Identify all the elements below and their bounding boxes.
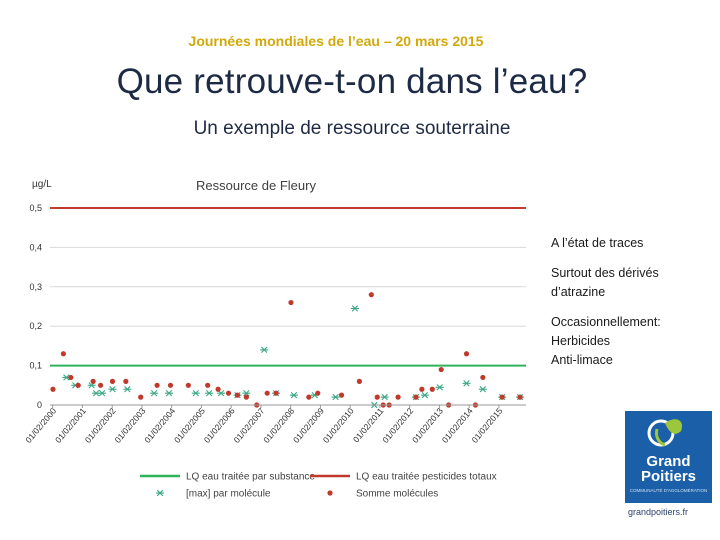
data-point-max-molecule xyxy=(350,305,359,312)
note-atrazine-line1: Surtout des dérivés xyxy=(551,266,659,280)
data-point-max-molecule xyxy=(108,386,117,393)
data-point-sum-molecules xyxy=(463,351,470,357)
side-notes: A l’état de traces Surtout des dérivés d… xyxy=(551,234,711,381)
y-axis-label: µg/L xyxy=(32,179,52,190)
y-tick-label: 0,3 xyxy=(29,282,42,292)
data-point-max-molecule xyxy=(478,386,487,393)
data-point-sum-molecules xyxy=(438,366,444,373)
y-tick-label: 0,5 xyxy=(29,203,42,213)
data-point-max-molecule xyxy=(380,393,389,401)
x-tick-label: 01/02/2015 xyxy=(469,406,504,445)
page-subtitle: Un exemple de ressource souterraine xyxy=(193,118,511,139)
data-point-sum-molecules xyxy=(97,382,104,388)
axes: 00,10,20,30,40,501/02/200001/02/200101/0… xyxy=(23,203,526,445)
data-point-sum-molecules xyxy=(419,386,425,392)
note-occasional-line2: Herbicides xyxy=(551,334,611,348)
data-point-sum-molecules xyxy=(306,394,312,400)
data-point-max-molecule xyxy=(289,391,298,399)
data-point-sum-molecules xyxy=(50,386,56,392)
logo-url: grandpoitiers.fr xyxy=(628,507,689,517)
event-heading: Journées mondiales de l’eau – 20 mars 20… xyxy=(188,33,484,49)
legend-item: LQ eau traitée par substance xyxy=(140,472,315,483)
grand-poitiers-logo: Grand Poitiers COMMUNAUTÉ D'AGGLOMÉRATIO… xyxy=(625,411,712,503)
data-point-max-molecule xyxy=(435,384,444,391)
legend-label: LQ eau traitée pesticides totaux xyxy=(356,472,497,483)
data-point-sum-molecules xyxy=(356,378,362,384)
note-traces: A l’état de traces xyxy=(551,236,644,250)
data-point-sum-molecules xyxy=(429,386,435,392)
legend-item: LQ eau traitée pesticides totaux xyxy=(310,472,497,483)
grid-layer xyxy=(50,207,526,406)
page-title: Que retrouve-t-on dans l’eau? xyxy=(116,62,588,101)
note-occasional: Occasionnellement: Herbicides Anti-limac… xyxy=(551,313,711,370)
reference-lines xyxy=(50,207,526,367)
data-point-sum-molecules xyxy=(123,378,129,384)
logo-text-grand: Grand xyxy=(646,453,691,470)
data-point-sum-molecules xyxy=(499,394,505,400)
y-tick-label: 0,2 xyxy=(29,321,42,331)
data-point-sum-molecules xyxy=(517,394,523,400)
legend-item: Somme molécules xyxy=(327,489,438,500)
data-point-max-molecule xyxy=(191,389,200,397)
legend-label: Somme molécules xyxy=(356,489,438,500)
data-point-max-molecule xyxy=(331,393,340,401)
legend-swatch xyxy=(156,489,164,497)
data-point-max-molecule xyxy=(165,389,173,397)
data-point-sum-molecules xyxy=(185,382,191,388)
data-point-max-molecule xyxy=(242,389,251,397)
data-point-sum-molecules xyxy=(288,299,294,306)
data-point-sum-molecules xyxy=(273,390,279,396)
data-point-sum-molecules xyxy=(264,390,270,396)
data-point-sum-molecules xyxy=(480,374,486,381)
data-point-sum-molecules xyxy=(315,390,321,396)
legend-swatch xyxy=(327,490,333,496)
data-point-sum-molecules xyxy=(338,392,345,398)
data-point-sum-molecules xyxy=(109,378,116,384)
data-point-sum-molecules xyxy=(243,394,249,400)
data-point-sum-molecules xyxy=(374,394,380,400)
legend: LQ eau traitée par substance LQ eau trait… xyxy=(140,472,497,500)
note-atrazine: Surtout des dérivés d’atrazine xyxy=(551,264,711,302)
data-point-max-molecule xyxy=(462,380,471,387)
chart-title: Ressource de Fleury xyxy=(196,178,316,193)
data-point-sum-molecules xyxy=(205,382,211,388)
data-point-sum-molecules xyxy=(167,382,174,388)
data-point-sum-molecules xyxy=(60,351,66,357)
logo-tagline: COMMUNAUTÉ D'AGGLOMÉRATION xyxy=(629,488,708,493)
scatter-chart: 00,10,20,30,40,501/02/200001/02/200101/0… xyxy=(23,178,526,500)
data-point-max-molecule xyxy=(150,389,159,397)
data-point-max-molecule xyxy=(205,389,214,397)
legend-label: [max] par molécule xyxy=(186,489,271,500)
data-point-sum-molecules xyxy=(68,374,74,381)
y-tick-label: 0,4 xyxy=(29,242,42,252)
data-point-max-molecule xyxy=(98,389,107,397)
data-points xyxy=(50,292,525,409)
data-point-sum-molecules xyxy=(75,382,81,388)
data-point-sum-molecules xyxy=(234,392,241,398)
data-point-sum-molecules xyxy=(90,378,96,384)
data-point-max-molecule xyxy=(123,386,132,393)
leaf-icon xyxy=(647,419,683,447)
data-point-sum-molecules xyxy=(368,292,374,298)
y-tick-label: 0 xyxy=(37,400,42,410)
legend-item: [max] par molécule xyxy=(156,489,271,500)
data-point-sum-molecules xyxy=(395,394,401,400)
logo-text-poitiers: Poitiers xyxy=(640,468,697,485)
data-point-sum-molecules xyxy=(413,394,419,400)
data-point-sum-molecules xyxy=(154,382,160,388)
data-point-max-molecule xyxy=(260,346,269,354)
note-occasional-line1: Occasionnellement: xyxy=(551,315,661,329)
data-point-max-molecule xyxy=(420,391,429,399)
y-tick-label: 0,1 xyxy=(29,361,42,371)
data-point-sum-molecules xyxy=(138,394,144,400)
note-atrazine-line2: d’atrazine xyxy=(551,285,606,299)
data-point-sum-molecules xyxy=(215,386,221,392)
legend-label: LQ eau traitée par substance xyxy=(186,472,315,483)
data-point-sum-molecules xyxy=(225,390,232,396)
note-occasional-line3: Anti-limace xyxy=(551,353,613,367)
